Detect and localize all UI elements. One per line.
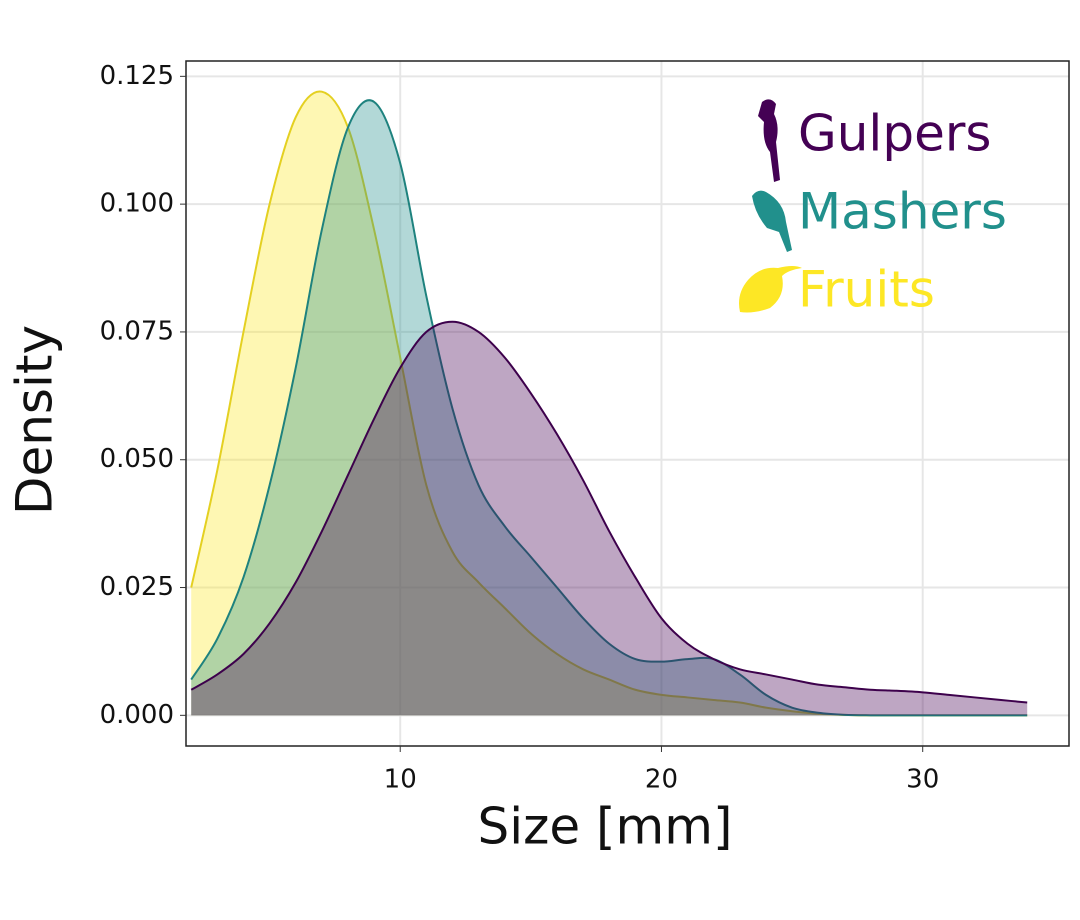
y-axis-title: Density bbox=[6, 325, 64, 515]
legend-icons bbox=[739, 99, 802, 313]
y-tick-label: 0.000 bbox=[100, 700, 174, 730]
legend-label: Mashers bbox=[798, 183, 1007, 241]
y-tick-label: 0.075 bbox=[100, 316, 174, 346]
masher-icon bbox=[752, 190, 792, 252]
areas bbox=[190, 90, 1028, 717]
legend-label: Gulpers bbox=[798, 105, 991, 163]
density-line bbox=[190, 99, 1028, 717]
y-tick-label: 0.025 bbox=[100, 572, 174, 602]
legend-label: Fruits bbox=[798, 261, 935, 319]
density-area bbox=[191, 91, 1028, 716]
density-area bbox=[191, 100, 1028, 716]
gulper-icon bbox=[758, 99, 780, 182]
x-tick-label: 30 bbox=[906, 765, 939, 795]
y-tick-label: 0.100 bbox=[100, 189, 174, 219]
panel-border bbox=[185, 60, 1070, 747]
y-tick-label: 0.125 bbox=[100, 61, 174, 91]
x-tick-label: 20 bbox=[645, 765, 678, 795]
x-axis-title: Size [mm] bbox=[478, 798, 733, 856]
y-tick-label: 0.050 bbox=[100, 444, 174, 474]
density-line bbox=[190, 320, 1028, 704]
fruit-icon bbox=[739, 266, 802, 313]
density-area bbox=[191, 321, 1028, 716]
grid bbox=[186, 61, 1069, 746]
x-tick-label: 10 bbox=[384, 765, 417, 795]
legend: Gulpers Mashers Fruits bbox=[798, 105, 1007, 319]
